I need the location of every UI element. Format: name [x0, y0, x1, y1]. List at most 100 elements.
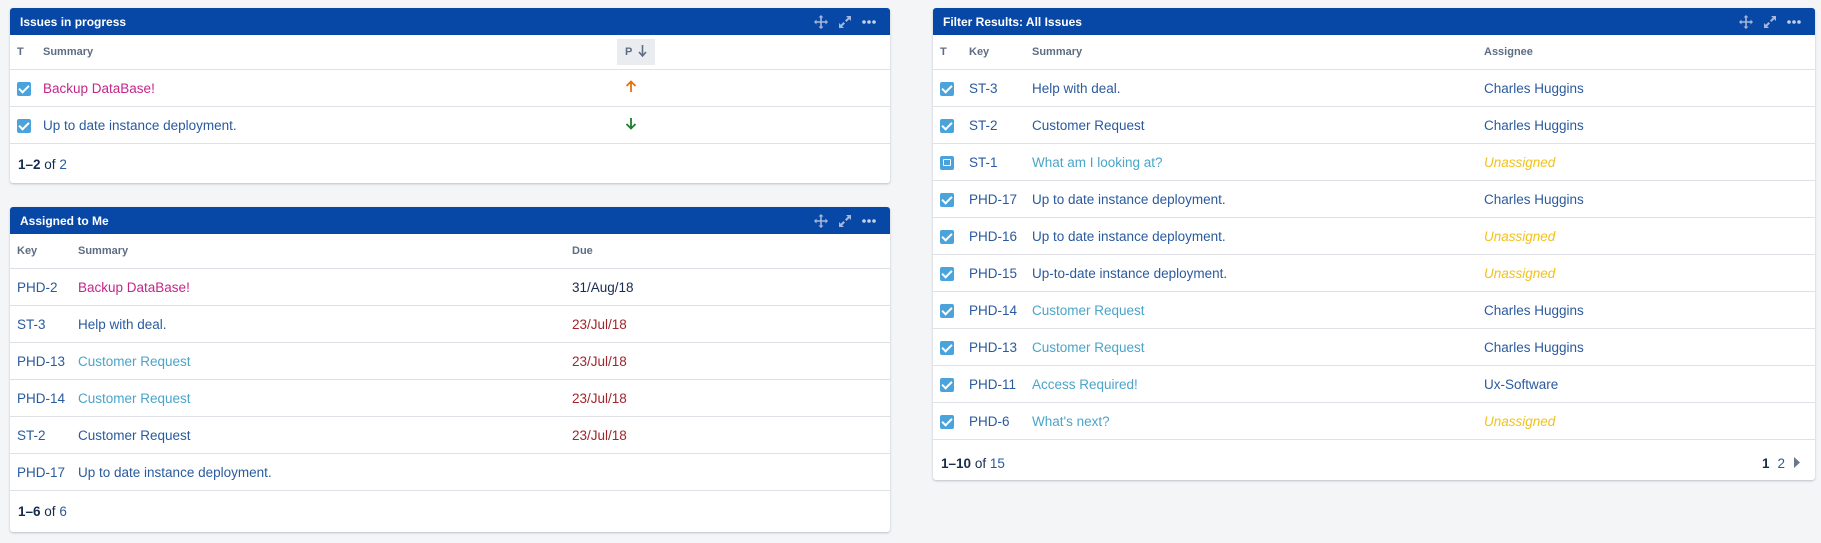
column-header-key[interactable]: Key — [10, 234, 78, 269]
column-header-type[interactable]: T — [933, 35, 969, 70]
expand-icon[interactable] — [1763, 15, 1777, 29]
issue-summary-link[interactable]: What am I looking at? — [1032, 143, 1484, 181]
issue-summary-link[interactable]: What's next? — [1032, 402, 1484, 440]
issue-summary-link[interactable]: Up-to-date instance deployment. — [1032, 254, 1484, 292]
arrow-up-icon — [625, 80, 637, 96]
assignee-link[interactable]: Ux-Software — [1484, 365, 1815, 403]
issue-summary-link[interactable]: Up to date instance deployment. — [1032, 217, 1484, 255]
column-header-priority[interactable]: P — [617, 35, 890, 70]
more-icon[interactable] — [862, 218, 876, 223]
issue-key-link[interactable]: PHD-2 — [10, 268, 78, 306]
issue-summary-link[interactable]: Help with deal. — [78, 305, 572, 343]
gadget-toolbar — [814, 8, 876, 35]
issue-summary-link[interactable]: Backup DataBase! — [43, 69, 623, 107]
assignee-link[interactable]: Charles Huggins — [1484, 69, 1815, 107]
issue-key-link[interactable]: ST-3 — [10, 305, 78, 343]
due-date: 23/Jul/18 — [572, 379, 890, 417]
move-icon[interactable] — [1739, 14, 1753, 29]
issue-summary-link[interactable]: Customer Request — [78, 342, 572, 380]
expand-icon[interactable] — [838, 15, 852, 29]
table-row[interactable]: PHD-14 Customer Request Charles Huggins — [933, 291, 1815, 329]
issue-key-link[interactable]: ST-1 — [969, 143, 1032, 181]
range-count: 1–10 — [941, 455, 972, 471]
table-row[interactable]: ST-1 What am I looking at? Unassigned — [933, 143, 1815, 181]
gadget-title: Assigned to Me — [20, 213, 109, 228]
assignee-link[interactable]: Charles Huggins — [1484, 291, 1815, 329]
issue-summary-link[interactable]: Up to date instance deployment. — [43, 106, 623, 144]
table-row[interactable]: PHD-17 Up to date instance deployment. — [10, 453, 890, 491]
assigned-table: Key Summary Due PHD-2 Backup DataBase! 3… — [10, 234, 890, 491]
column-header-key[interactable]: Key — [969, 35, 1032, 70]
table-row[interactable]: PHD-6 What's next? Unassigned — [933, 402, 1815, 440]
issue-summary-link[interactable]: Customer Request — [78, 379, 572, 417]
gadget-toolbar — [814, 207, 876, 234]
assignee-link[interactable]: Charles Huggins — [1484, 328, 1815, 366]
table-row[interactable]: ST-3 Help with deal. 23/Jul/18 — [10, 305, 890, 343]
page-current: 1 — [1761, 455, 1770, 471]
checkbox-icon — [940, 303, 954, 318]
table-row[interactable]: PHD-14 Customer Request 23/Jul/18 — [10, 379, 890, 417]
total-count-link[interactable]: 15 — [989, 455, 1005, 471]
table-row[interactable]: ST-3 Help with deal. Charles Huggins — [933, 69, 1815, 107]
issue-key-link[interactable]: PHD-17 — [969, 180, 1032, 218]
table-row[interactable]: PHD-13 Customer Request Charles Huggins — [933, 328, 1815, 366]
arrow-down-icon — [625, 118, 637, 133]
checkbox-icon — [17, 81, 31, 96]
chevron-right-icon[interactable] — [1793, 456, 1801, 471]
issue-summary-link[interactable]: Customer Request — [1032, 291, 1484, 329]
move-icon[interactable] — [814, 14, 828, 29]
issue-key-link[interactable]: PHD-13 — [10, 342, 78, 380]
table-row[interactable]: PHD-15 Up-to-date instance deployment. U… — [933, 254, 1815, 292]
table-row[interactable]: Up to date instance deployment. — [10, 106, 890, 144]
assignee-link[interactable]: Charles Huggins — [1484, 180, 1815, 218]
issue-key-link[interactable]: PHD-13 — [969, 328, 1032, 366]
gadget-title: Filter Results: All Issues — [943, 14, 1082, 29]
total-count-link[interactable]: 6 — [59, 503, 67, 519]
table-row[interactable]: Backup DataBase! — [10, 69, 890, 107]
issue-key-link[interactable]: PHD-15 — [969, 254, 1032, 292]
issue-key-link[interactable]: ST-2 — [969, 106, 1032, 144]
issues-table: T Summary P Backup DataBase! Up to date … — [10, 35, 890, 144]
column-header-due[interactable]: Due — [572, 234, 890, 269]
gadget-header: Filter Results: All Issues — [933, 8, 1815, 35]
expand-icon[interactable] — [838, 214, 852, 228]
of-label: of — [44, 156, 56, 172]
table-row[interactable]: PHD-2 Backup DataBase! 31/Aug/18 — [10, 268, 890, 306]
issue-summary-link[interactable]: Access Required! — [1032, 365, 1484, 403]
issue-key-link[interactable]: PHD-16 — [969, 217, 1032, 255]
issue-key-link[interactable]: PHD-6 — [969, 402, 1032, 440]
issue-key-link[interactable]: ST-3 — [969, 69, 1032, 107]
total-count-link[interactable]: 2 — [59, 156, 67, 172]
issue-summary-link[interactable]: Customer Request — [78, 416, 572, 454]
gadget-footer: 1–6 of 6 — [10, 491, 890, 531]
table-row[interactable]: ST-2 Customer Request Charles Huggins — [933, 106, 1815, 144]
column-header-summary[interactable]: Summary — [78, 234, 572, 269]
issue-summary-link[interactable]: Customer Request — [1032, 106, 1484, 144]
issue-key-link[interactable]: PHD-14 — [10, 379, 78, 417]
issue-summary-link[interactable]: Help with deal. — [1032, 69, 1484, 107]
assignee-link[interactable]: Charles Huggins — [1484, 106, 1815, 144]
table-row[interactable]: PHD-16 Up to date instance deployment. U… — [933, 217, 1815, 255]
issue-summary-link[interactable]: Up to date instance deployment. — [78, 453, 572, 491]
issue-key-link[interactable]: PHD-14 — [969, 291, 1032, 329]
issue-summary-link[interactable]: Customer Request — [1032, 328, 1484, 366]
issue-key-link[interactable]: ST-2 — [10, 416, 78, 454]
page-link[interactable]: 2 — [1777, 455, 1785, 471]
issue-key-link[interactable]: PHD-17 — [10, 453, 78, 491]
column-header-assignee[interactable]: Assignee — [1484, 35, 1815, 70]
more-icon[interactable] — [862, 19, 876, 24]
gadget-toolbar — [1739, 8, 1801, 35]
column-header-type[interactable]: T — [10, 35, 43, 70]
issue-summary-link[interactable]: Up to date instance deployment. — [1032, 180, 1484, 218]
table-row[interactable]: PHD-11 Access Required! Ux-Software — [933, 365, 1815, 403]
issue-key-link[interactable]: PHD-11 — [969, 365, 1032, 403]
issue-summary-link[interactable]: Backup DataBase! — [78, 268, 572, 306]
table-row[interactable]: PHD-17 Up to date instance deployment. C… — [933, 180, 1815, 218]
more-icon[interactable] — [1787, 19, 1801, 24]
column-header-summary[interactable]: Summary — [1032, 35, 1484, 70]
column-header-summary[interactable]: Summary — [43, 35, 623, 70]
question-issue-icon — [940, 155, 954, 170]
move-icon[interactable] — [814, 213, 828, 228]
table-row[interactable]: PHD-13 Customer Request 23/Jul/18 — [10, 342, 890, 380]
table-row[interactable]: ST-2 Customer Request 23/Jul/18 — [10, 416, 890, 454]
